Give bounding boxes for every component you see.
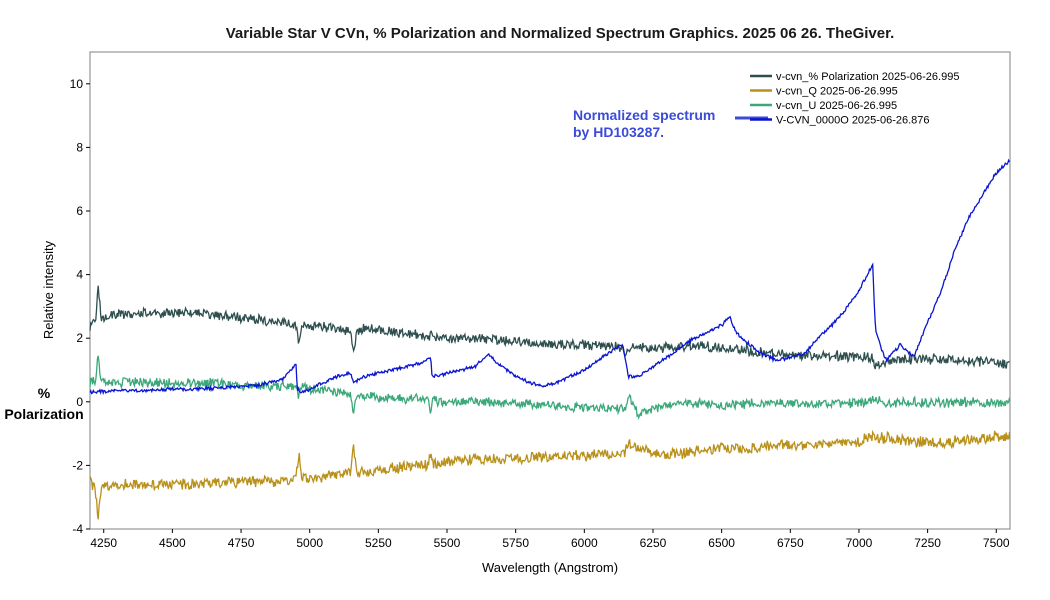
x-tick-label: 5250 — [365, 536, 392, 550]
series-line-3 — [89, 355, 1011, 420]
x-tick-label: 7250 — [914, 536, 941, 550]
x-tick-label: 5500 — [434, 536, 461, 550]
x-tick-label: 6250 — [640, 536, 667, 550]
x-tick-label: 5750 — [502, 536, 529, 550]
x-tick-label: 6500 — [708, 536, 735, 550]
legend-label: v-cvn_U 2025-06-26.995 — [776, 100, 897, 112]
x-tick-label: 6750 — [777, 536, 804, 550]
series-line-2 — [89, 429, 1011, 520]
y-tick-label: 6 — [76, 204, 83, 218]
y-tick-label: 2 — [76, 331, 83, 345]
x-tick-label: 5000 — [296, 536, 323, 550]
x-tick-label: 4500 — [159, 536, 186, 550]
plot-area — [89, 51, 1011, 530]
chart-title: Variable Star V CVn, % Polarization and … — [226, 25, 895, 42]
polarization-axis-label: % Polarization — [4, 385, 83, 422]
y-tick-label: 10 — [70, 77, 84, 91]
legend-label: V-CVN_0000O 2025-06-26.876 — [776, 115, 930, 127]
ticks-group: 4250 4500 4750 5000 5250 5500 5750 6000 6250 6500… — [70, 77, 1010, 550]
x-axis-label: Wavelength (Angstrom) — [482, 560, 618, 575]
x-tick-label: 4750 — [228, 536, 255, 550]
legend-label: v-cvn_% Polarization 2025-06-26.995 — [776, 71, 959, 83]
series-line-4 — [89, 158, 1011, 396]
legend-label: v-cvn_Q 2025-06-26.995 — [776, 86, 898, 98]
y-tick-label: 8 — [76, 140, 83, 154]
x-tick-label: 7500 — [983, 536, 1010, 550]
series-group — [89, 158, 1011, 520]
y-tick-label: 0 — [76, 395, 83, 409]
x-tick-label: 4250 — [90, 536, 117, 550]
y-tick-label: 4 — [76, 268, 83, 282]
x-tick-label: 6000 — [571, 536, 598, 550]
spectrum-annotation: Normalized spectrum by HD103287. — [573, 107, 715, 140]
x-tick-label: 7000 — [846, 536, 873, 550]
y-tick-label: -2 — [72, 458, 83, 472]
y-axis-label: Relative intensity — [41, 240, 56, 339]
legend: v-cvn_% Polarization 2025-06-26.995 v-cvn… — [750, 71, 959, 127]
y-tick-label: -4 — [72, 522, 83, 536]
series-line-1 — [89, 285, 1010, 371]
